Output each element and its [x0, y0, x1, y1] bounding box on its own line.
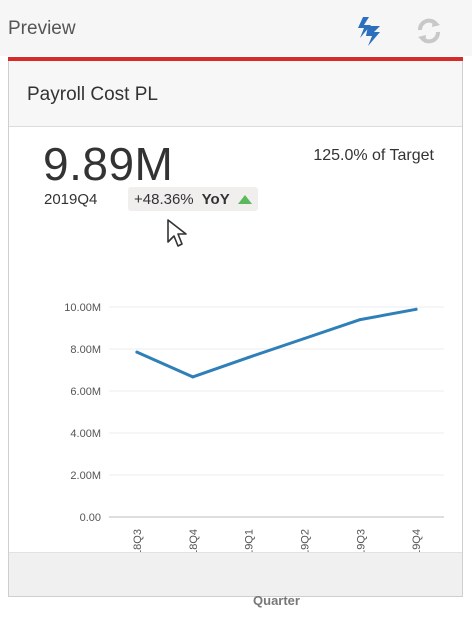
card-title: Payroll Cost PL: [27, 84, 158, 105]
y-tick-label: 4.00M: [70, 428, 101, 440]
data-point: [414, 307, 418, 311]
data-point: [191, 375, 195, 379]
series-line: [135, 307, 418, 379]
kpi-value: 9.89M: [43, 138, 174, 190]
accent-bar: [8, 57, 463, 61]
yoy-label: YoY: [201, 190, 230, 208]
preview-title: Preview: [8, 18, 76, 39]
data-point: [302, 337, 306, 340]
yoy-change-badge: +48.36% YoY: [128, 187, 258, 211]
lightning-sync-icon[interactable]: [354, 14, 384, 48]
kpi-period: 2019Q4: [44, 191, 98, 208]
y-tick-label: 2.00M: [70, 470, 101, 482]
y-tick-label: 6.00M: [70, 386, 101, 398]
mouse-pointer-icon: [167, 219, 187, 247]
y-tick-label: 8.00M: [70, 344, 101, 356]
card-header: Payroll Cost PL: [9, 61, 462, 127]
data-point: [247, 355, 251, 359]
card-footer: [9, 552, 462, 596]
up-triangle-icon: [237, 194, 252, 204]
refresh-icon[interactable]: [414, 16, 444, 46]
target-percentage: 125.0% of Target: [313, 147, 434, 164]
preview-header: Preview: [0, 0, 472, 56]
y-tick-label: 10.00M: [64, 302, 101, 314]
data-point: [358, 318, 362, 322]
data-point: [135, 350, 139, 354]
kpi-card[interactable]: Payroll Cost PL 9.89M 125.0% of Target 2…: [8, 61, 463, 608]
y-tick-label: 0.00: [80, 512, 101, 524]
yoy-change-value: +48.36%: [134, 190, 194, 208]
